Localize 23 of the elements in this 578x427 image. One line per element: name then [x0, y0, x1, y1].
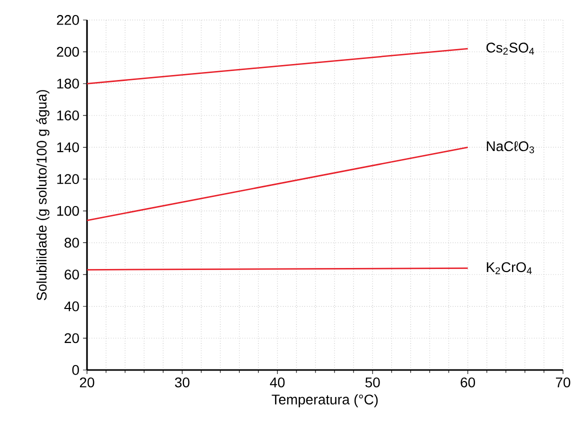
y-tick-label: 220 [56, 15, 79, 25]
x-tick-label: 20 [80, 377, 94, 388]
y-tick-label: 0 [72, 365, 79, 375]
x-tick-label: 40 [270, 377, 285, 388]
x-tick-label: 50 [365, 377, 380, 388]
series-label: Cs$_{2}$SO$_{4}$ [486, 42, 534, 55]
y-tick-label: 80 [64, 238, 79, 248]
x-tick-label: 60 [460, 377, 476, 388]
x-tick-label: 30 [174, 377, 190, 388]
y-tick-label: 100 [57, 206, 79, 216]
x-tick-label: 70 [556, 377, 570, 388]
y-tick-label: 120 [57, 174, 79, 184]
y-tick-label: 140 [57, 142, 79, 152]
y-axis-title: Solubilidade (g soluto/100 g água) [36, 90, 50, 300]
series-label: NaCℓO$_{3}$ [486, 141, 534, 154]
y-tick-label: 180 [57, 78, 79, 89]
y-tick-label: 40 [64, 301, 79, 312]
series-label: K$_{2}$CrO$_{4}$ [486, 262, 532, 274]
x-axis-title: Temperatura (°C) [272, 394, 378, 408]
y-tick-label: 60 [64, 270, 79, 280]
y-tick-label: 160 [57, 110, 79, 120]
y-tick-label: 20 [64, 333, 79, 344]
y-tick-label: 200 [56, 46, 79, 57]
